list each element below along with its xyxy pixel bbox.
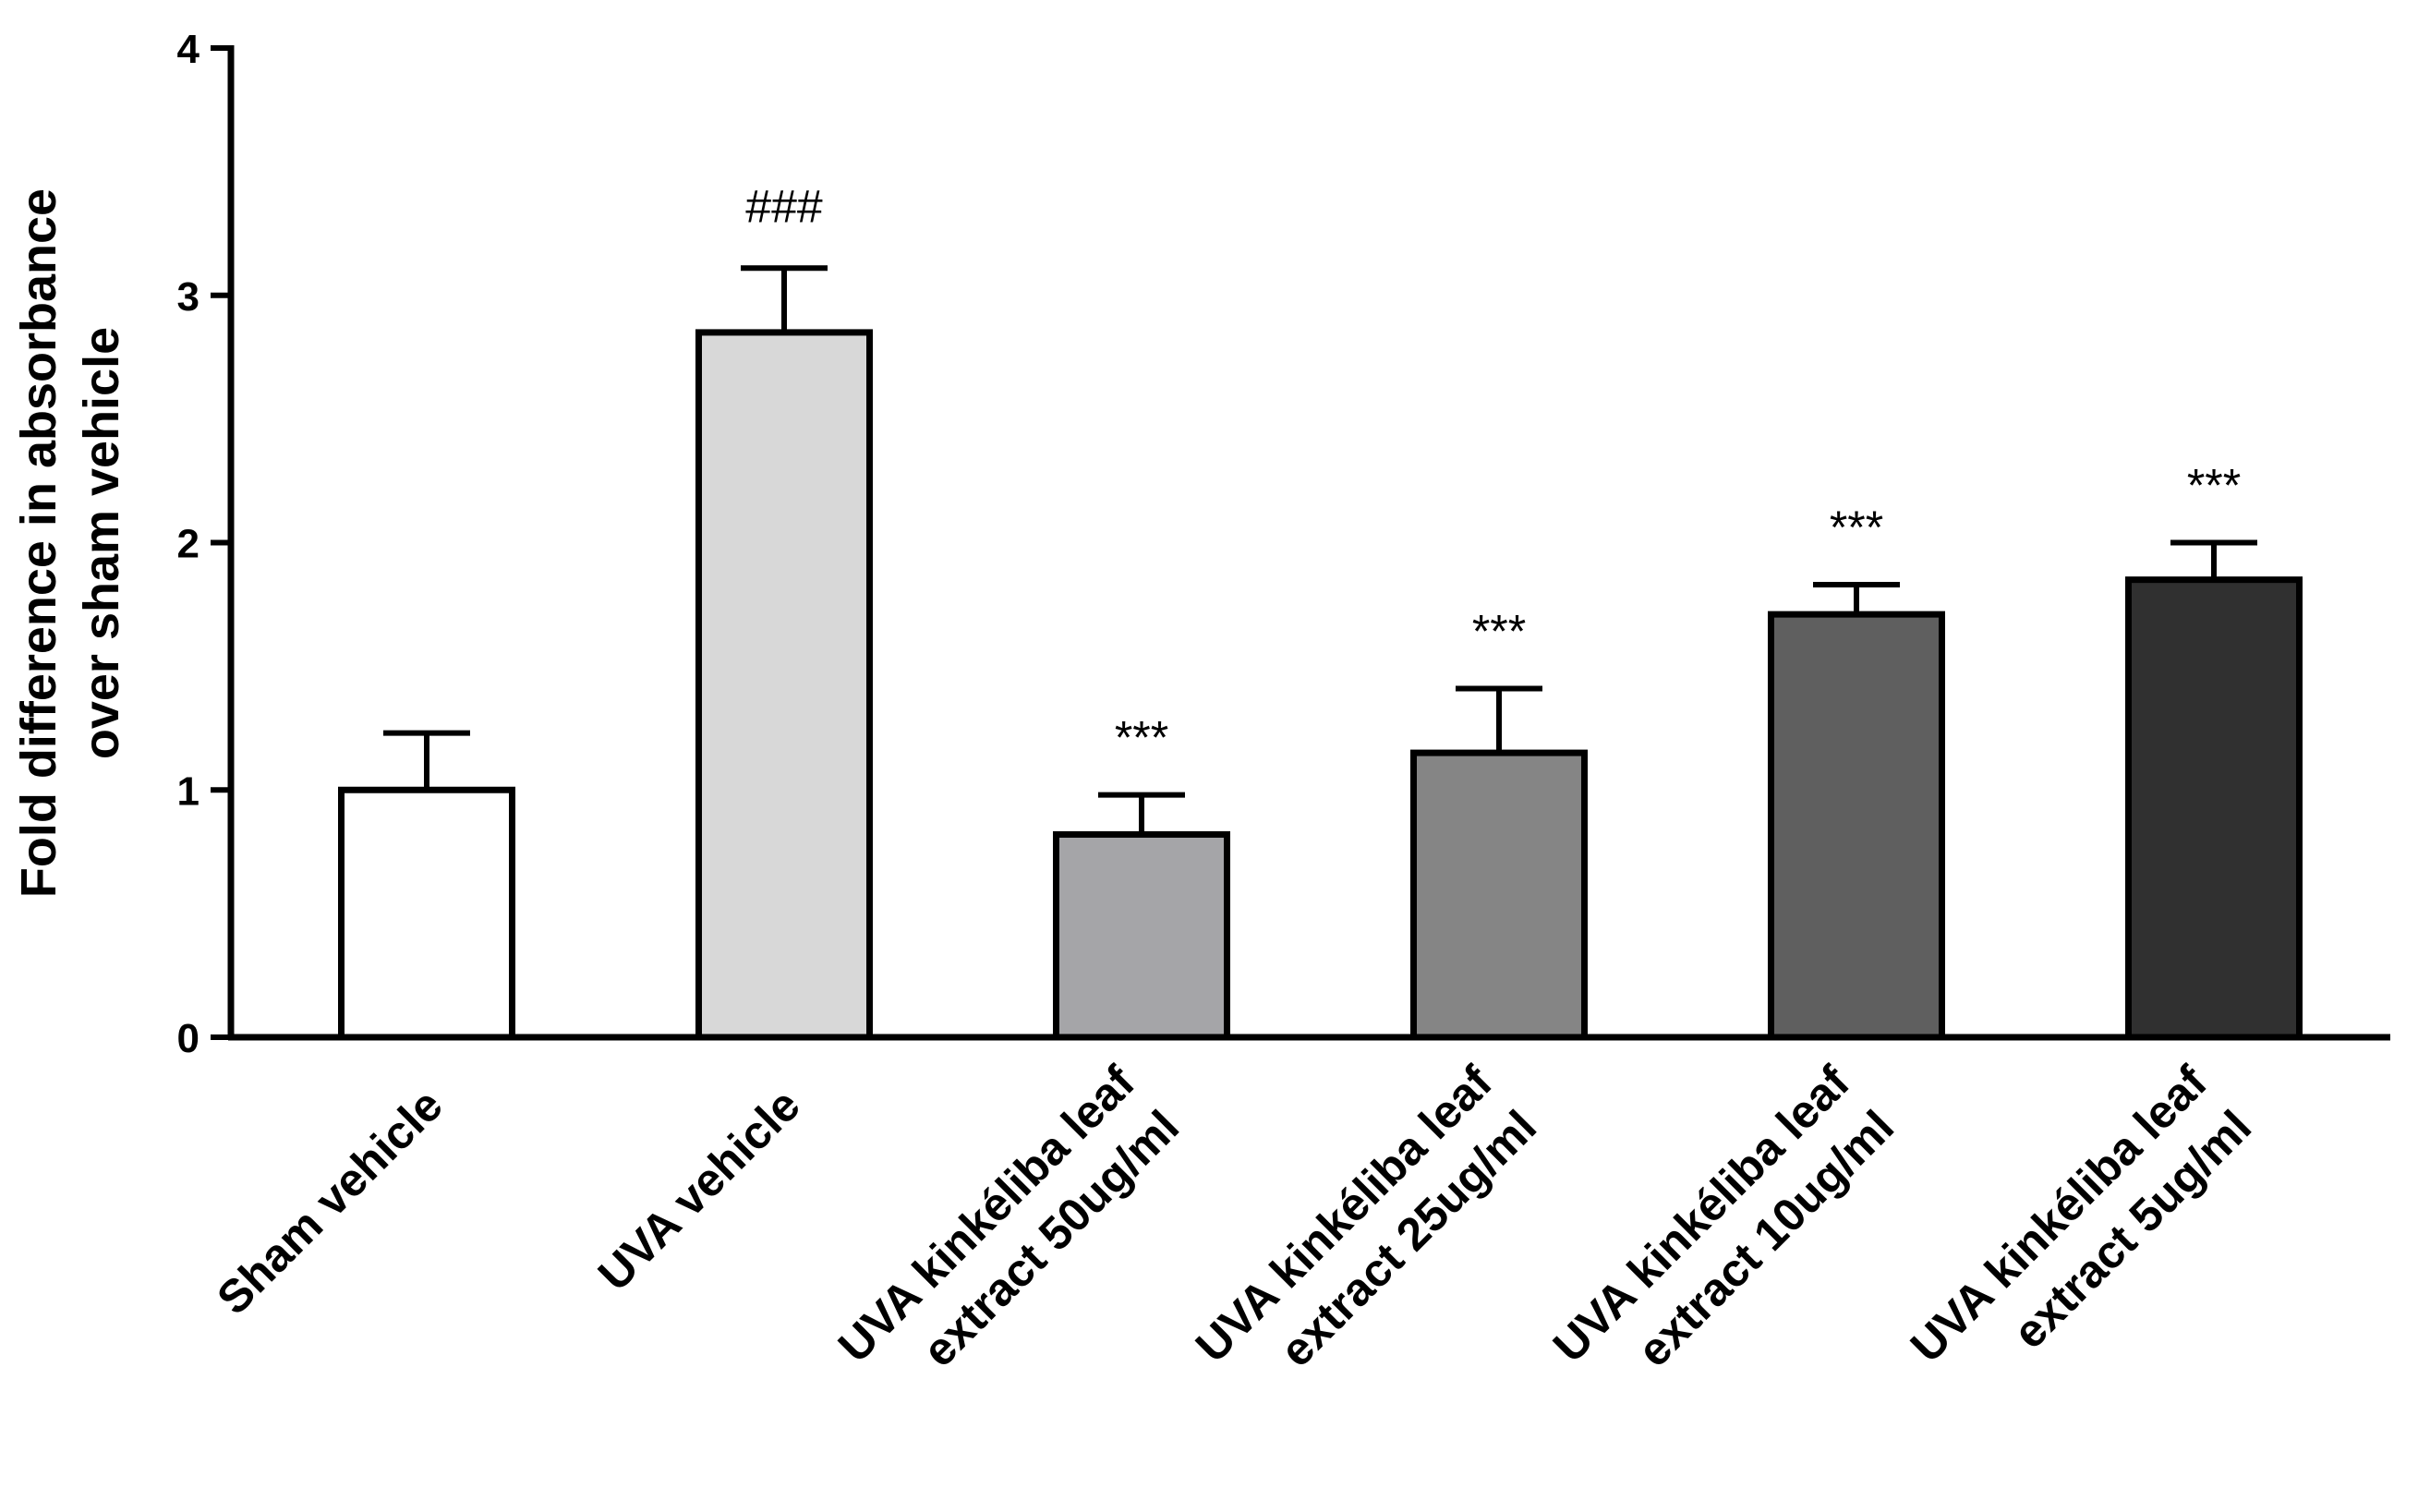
category-label: Sham vehicle [207, 1079, 453, 1325]
y-axis-title-text: Fold difference in absorbance over sham v… [11, 188, 129, 898]
category-label: UVA kinkéliba leafextract 10ug/ml [1543, 1056, 1904, 1417]
category-label: UVA kinkéliba leafextract 50ug/ml [828, 1056, 1190, 1417]
category-labels: Sham vehicle UVA vehicle UVA kinkéliba lea… [207, 1056, 2262, 1417]
bar [1053, 830, 1230, 1041]
y-axis: 0 1 2 3 4 [177, 27, 235, 1061]
bar [338, 786, 515, 1041]
y-axis-title: Fold difference in absorbance over sham v… [11, 188, 129, 898]
y-axis-title-line: Fold difference in absorbance [11, 188, 66, 898]
y-tick-label: 1 [177, 768, 199, 814]
y-tick-label: 3 [177, 274, 199, 320]
significance-marker: ### [745, 180, 823, 232]
y-tick-label: 2 [177, 522, 199, 567]
bar [1410, 749, 1588, 1041]
significance-marker: *** [1830, 502, 1883, 553]
y-tick-label: 4 [177, 27, 200, 72]
bars: ### *** *** *** *** [338, 180, 2303, 1041]
category-label: UVA kinkéliba leafextract 5ug/ml [1901, 1056, 2262, 1417]
bar [2125, 576, 2303, 1041]
category-label-line: UVA vehicle [588, 1079, 810, 1300]
category-label-line: Sham vehicle [207, 1079, 453, 1325]
category-label: UVA kinkéliba leafextract 25ug/ml [1186, 1056, 1547, 1417]
bar [695, 329, 873, 1041]
bar [1768, 611, 1945, 1041]
significance-marker: *** [2187, 460, 2241, 512]
y-tick-label: 0 [177, 1016, 199, 1061]
y-axis-title-line: over sham vehicle [74, 327, 129, 759]
category-label: UVA vehicle [588, 1079, 810, 1300]
significance-marker: *** [1115, 712, 1168, 764]
significance-marker: *** [1472, 605, 1526, 657]
